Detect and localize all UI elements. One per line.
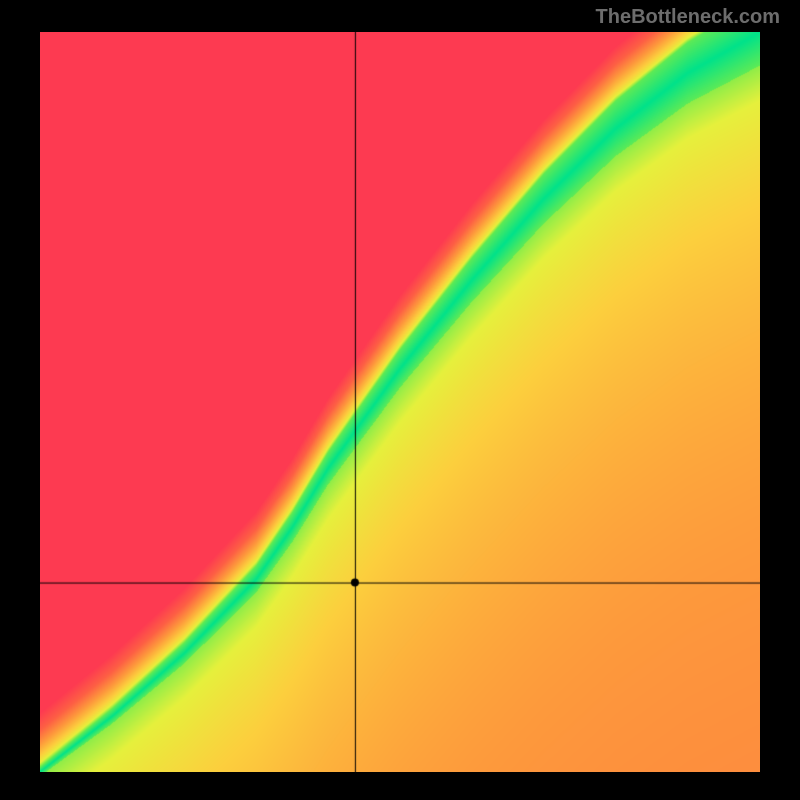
watermark-text: TheBottleneck.com bbox=[596, 6, 780, 29]
chart-container: TheBottleneck.com bbox=[0, 0, 800, 800]
plot-area bbox=[40, 32, 760, 772]
heatmap-canvas bbox=[40, 32, 760, 772]
